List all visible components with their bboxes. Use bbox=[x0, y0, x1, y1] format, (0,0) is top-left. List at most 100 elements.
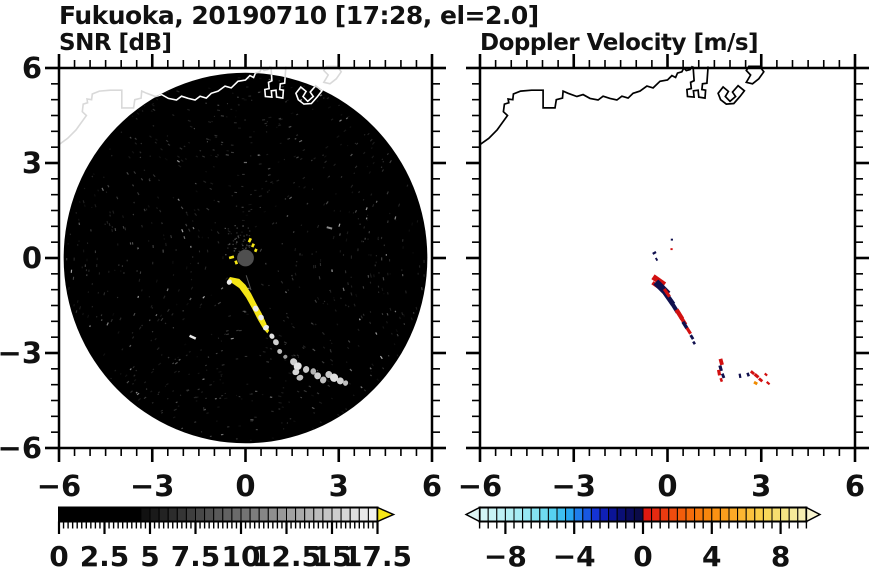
doppler-echo-cell bbox=[719, 377, 724, 383]
noise-speckle bbox=[339, 250, 341, 253]
noise-speckle bbox=[108, 270, 110, 273]
snr-trail-blob bbox=[283, 354, 288, 359]
noise-speckle bbox=[233, 122, 237, 124]
colorbar-cell bbox=[367, 507, 378, 522]
noise-speckle bbox=[387, 220, 389, 223]
noise-speckle bbox=[137, 398, 141, 401]
noise-speckle bbox=[78, 200, 81, 204]
noise-speckle bbox=[243, 235, 245, 237]
colorbar-cell bbox=[582, 507, 592, 522]
noise-speckle bbox=[134, 137, 137, 140]
noise-speckle bbox=[227, 230, 231, 233]
coastline-structure bbox=[263, 72, 287, 100]
noise-speckle bbox=[172, 390, 175, 392]
noise-speckle bbox=[270, 181, 273, 184]
noise-speckle bbox=[148, 319, 151, 322]
noise-speckle bbox=[333, 209, 336, 212]
noise-speckle bbox=[190, 278, 193, 281]
noise-speckle bbox=[214, 136, 218, 139]
noise-speckle bbox=[131, 115, 134, 117]
noise-speckle bbox=[172, 416, 176, 419]
noise-speckle bbox=[259, 248, 263, 252]
noise-speckle bbox=[329, 349, 332, 351]
doppler-echo-cell bbox=[746, 372, 750, 377]
noise-speckle bbox=[111, 154, 113, 157]
colorbar-tick-label: 4 bbox=[702, 540, 721, 570]
noise-speckle bbox=[220, 143, 223, 146]
noise-speckle bbox=[346, 144, 349, 147]
colorbar-over-arrow bbox=[805, 506, 822, 523]
noise-speckle bbox=[164, 385, 167, 387]
noise-speckle bbox=[129, 242, 132, 245]
noise-speckle bbox=[119, 317, 122, 321]
noise-speckle bbox=[316, 296, 320, 301]
noise-speckle bbox=[88, 269, 90, 272]
colorbar-cell bbox=[496, 507, 506, 522]
noise-speckle bbox=[134, 142, 138, 145]
doppler-panel-title: Doppler Velocity [m/s] bbox=[480, 30, 759, 56]
noise-speckle bbox=[344, 270, 347, 274]
colorbar-tick-label: −4 bbox=[553, 540, 596, 570]
noise-speckle bbox=[293, 354, 296, 357]
noise-speckle bbox=[342, 287, 345, 292]
noise-speckle bbox=[389, 273, 391, 275]
noise-speckle bbox=[369, 367, 372, 370]
noise-speckle bbox=[139, 156, 142, 159]
colorbar-cell bbox=[58, 507, 69, 522]
noise-speckle bbox=[340, 113, 343, 116]
noise-speckle bbox=[224, 397, 228, 400]
noise-speckle bbox=[371, 141, 375, 145]
noise-speckle bbox=[188, 228, 191, 232]
noise-speckle bbox=[296, 156, 299, 159]
noise-speckle bbox=[200, 431, 203, 433]
noise-speckle bbox=[173, 408, 177, 412]
noise-speckle bbox=[136, 392, 140, 396]
colorbar-cell bbox=[771, 507, 782, 522]
noise-speckle bbox=[261, 393, 264, 396]
noise-speckle bbox=[220, 287, 224, 290]
noise-speckle bbox=[124, 227, 127, 231]
noise-speckle bbox=[70, 269, 73, 273]
noise-speckle bbox=[157, 393, 160, 396]
doppler-echo-cell bbox=[717, 369, 722, 376]
noise-speckle bbox=[284, 380, 287, 382]
noise-speckle bbox=[109, 211, 111, 214]
snr-trail-blob bbox=[292, 368, 300, 376]
noise-speckle bbox=[242, 211, 245, 213]
noise-speckle bbox=[247, 245, 250, 247]
noise-speckle bbox=[237, 96, 239, 98]
noise-speckle bbox=[248, 242, 250, 244]
noise-speckle bbox=[363, 226, 366, 229]
noise-speckle bbox=[97, 189, 99, 192]
noise-speckle bbox=[220, 373, 223, 376]
colorbar-under-arrow bbox=[464, 506, 481, 523]
noise-speckle bbox=[287, 137, 291, 140]
colorbar-cell bbox=[487, 507, 498, 522]
noise-speckle bbox=[302, 176, 306, 180]
noise-speckle bbox=[226, 150, 229, 152]
noise-speckle bbox=[247, 227, 250, 229]
colorbar-cell bbox=[104, 507, 115, 522]
noise-speckle bbox=[360, 386, 363, 389]
noise-speckle bbox=[154, 337, 157, 341]
noise-speckle bbox=[158, 155, 162, 159]
noise-speckle bbox=[345, 117, 349, 120]
noise-speckle bbox=[257, 91, 261, 94]
noise-speckle bbox=[350, 285, 353, 288]
noise-speckle bbox=[177, 155, 180, 158]
colorbar-cell bbox=[267, 507, 278, 522]
noise-speckle bbox=[240, 398, 243, 400]
noise-speckle bbox=[293, 181, 296, 184]
noise-speckle bbox=[341, 410, 345, 414]
snr-trail-blob bbox=[302, 366, 310, 373]
noise-speckle bbox=[141, 110, 144, 112]
noise-speckle bbox=[265, 346, 268, 349]
noise-speckle bbox=[185, 266, 188, 270]
doppler-echo-cell bbox=[720, 373, 726, 379]
noise-speckle bbox=[357, 328, 360, 332]
noise-speckle bbox=[327, 106, 331, 109]
noise-speckle bbox=[212, 149, 215, 151]
noise-speckle bbox=[136, 270, 138, 272]
noise-speckle bbox=[286, 422, 289, 424]
noise-speckle bbox=[131, 331, 134, 334]
